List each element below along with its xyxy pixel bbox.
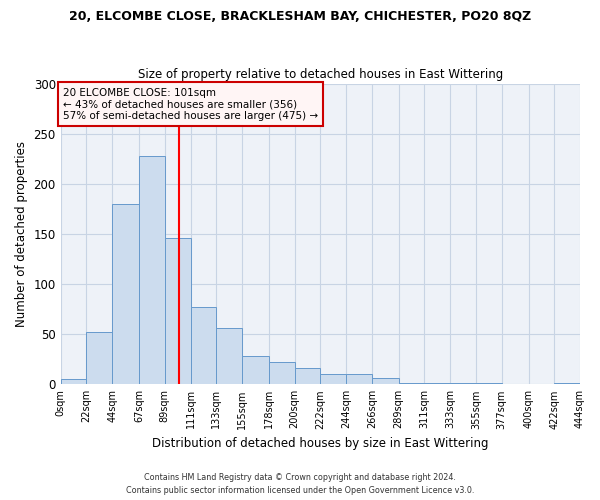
- Text: 20 ELCOMBE CLOSE: 101sqm
← 43% of detached houses are smaller (356)
57% of semi-: 20 ELCOMBE CLOSE: 101sqm ← 43% of detach…: [63, 88, 318, 121]
- Bar: [269, 362, 295, 384]
- Bar: [346, 374, 372, 384]
- Bar: [242, 356, 269, 384]
- Bar: [86, 332, 112, 384]
- Bar: [295, 368, 320, 384]
- Title: Size of property relative to detached houses in East Wittering: Size of property relative to detached ho…: [138, 68, 503, 81]
- Bar: [165, 238, 191, 384]
- Bar: [61, 380, 86, 384]
- Bar: [112, 204, 139, 384]
- X-axis label: Distribution of detached houses by size in East Wittering: Distribution of detached houses by size …: [152, 437, 488, 450]
- Bar: [372, 378, 399, 384]
- Bar: [216, 328, 242, 384]
- Text: Contains HM Land Registry data © Crown copyright and database right 2024.
Contai: Contains HM Land Registry data © Crown c…: [126, 474, 474, 495]
- Bar: [139, 156, 165, 384]
- Y-axis label: Number of detached properties: Number of detached properties: [15, 141, 28, 327]
- Bar: [320, 374, 346, 384]
- Text: 20, ELCOMBE CLOSE, BRACKLESHAM BAY, CHICHESTER, PO20 8QZ: 20, ELCOMBE CLOSE, BRACKLESHAM BAY, CHIC…: [69, 10, 531, 23]
- Bar: [191, 307, 216, 384]
